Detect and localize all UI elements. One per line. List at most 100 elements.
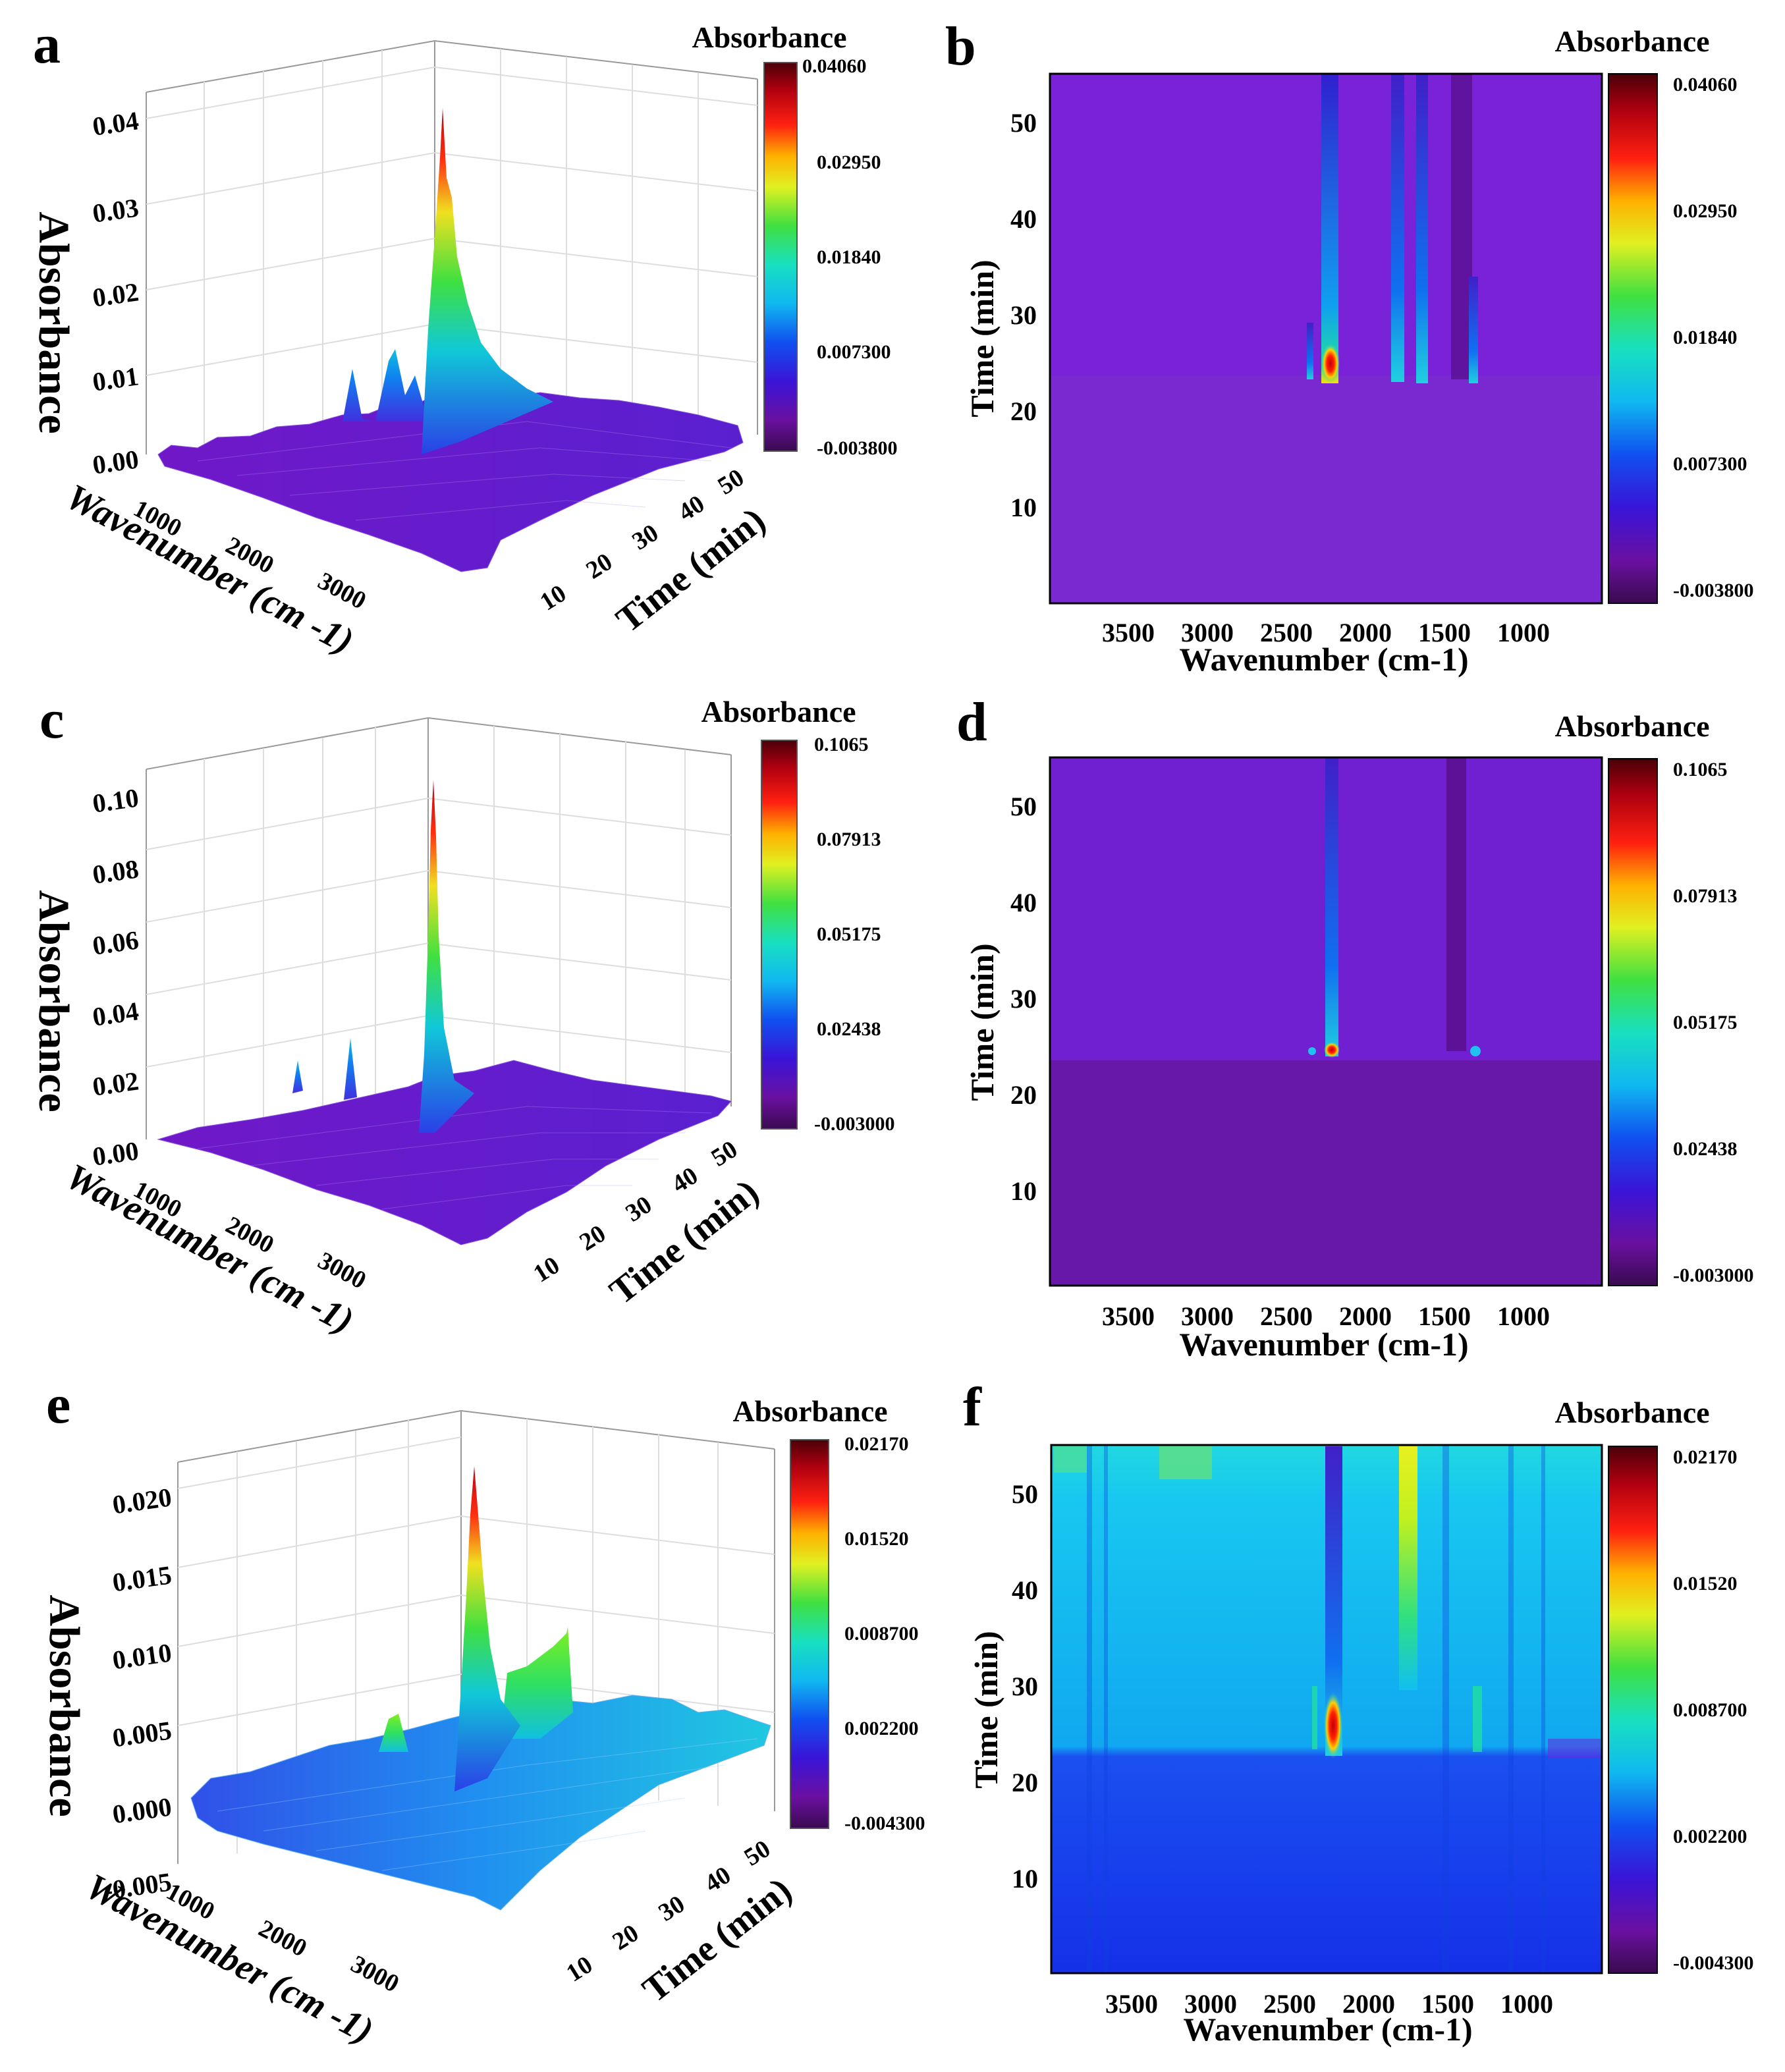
colorbar-ticks-c: 0.1065 0.07913 0.05175 0.02438 -0.003000 [814, 734, 895, 1135]
cbar-tick-f-4: -0.004300 [1673, 1952, 1754, 1974]
x-tick-d-2: 2500 [1260, 1301, 1313, 1331]
t-tick-a-3: 40 [674, 490, 709, 527]
cbar-tick-c-4: -0.003000 [814, 1113, 895, 1135]
peak-e-small [379, 1714, 408, 1752]
t-tick-c-0: 10 [529, 1251, 564, 1288]
y-tick-d-0: 10 [1010, 1176, 1037, 1206]
cbar-tick-d-3: 0.02438 [1673, 1138, 1738, 1160]
ylabel-f: Time (min) [968, 1631, 1004, 1788]
axes-box-c [146, 717, 732, 1139]
t-tick-a-1: 20 [582, 548, 617, 585]
y-tick-d-4: 50 [1010, 792, 1037, 821]
x-tick-d-0: 3500 [1102, 1301, 1155, 1331]
colorbar-title-d: Absorbance [1554, 709, 1709, 743]
frame-b [1049, 72, 1603, 605]
colorbar-title-e: Absorbance [732, 1394, 887, 1428]
x-tick-b-3: 2000 [1339, 618, 1392, 647]
cbar-tick-f-0: 0.02170 [1673, 1446, 1738, 1468]
cbar-tick-e-3: 0.002200 [844, 1718, 919, 1739]
cbar-tick-b-2: 0.01840 [1673, 327, 1738, 348]
x-tick-d-3: 2000 [1339, 1301, 1392, 1331]
stripe-f-1500 [1442, 1445, 1449, 1973]
region-d-lower [1050, 1060, 1602, 1286]
axes-box-a [146, 40, 758, 454]
peak-e-main [454, 1466, 520, 1791]
t-tick-e-2: 30 [654, 1890, 690, 1927]
cbar-tick-a-4: -0.003800 [817, 437, 898, 459]
y-tick-b-4: 50 [1010, 108, 1037, 138]
surface-a [157, 392, 744, 572]
band-f-1280 [1473, 1686, 1482, 1752]
band-b-1600 [1416, 74, 1428, 383]
x-tick-b-1: 3000 [1181, 618, 1234, 647]
spot-d-2340 [1308, 1047, 1316, 1055]
peak-c-small-1 [292, 1060, 303, 1093]
peak-c-main [419, 780, 474, 1133]
colorbar-title-f: Absorbance [1554, 1396, 1709, 1429]
cbar-tick-e-4: -0.004300 [844, 1813, 925, 1834]
colorbar-f [1608, 1446, 1658, 1974]
panel-label-b: b [945, 16, 976, 77]
band-b-1280 [1469, 277, 1478, 383]
y-tick-f-2: 30 [1012, 1672, 1038, 1701]
t-tick-e-0: 10 [562, 1951, 597, 1988]
frame-d [1049, 756, 1603, 1287]
y-tick-d-1: 20 [1010, 1080, 1037, 1110]
band-b-1430 [1451, 74, 1472, 379]
t-tick-e-4: 50 [740, 1835, 775, 1872]
y-tick-b-1: 20 [1010, 396, 1037, 426]
ylabel-c: Absorbance [30, 890, 78, 1112]
cbar-tick-d-2: 0.05175 [1673, 1012, 1738, 1033]
colorbar-c [761, 740, 798, 1130]
panel-label-c: c [40, 689, 64, 750]
colorbar-title-a: Absorbance [692, 20, 846, 54]
surface-a-mesh [197, 421, 732, 521]
y-tick-f-0: 10 [1012, 1864, 1038, 1894]
frame-f [1050, 1444, 1603, 1975]
cbar-tick-f-3: 0.002200 [1673, 1826, 1747, 1847]
z-tick-e-4: 0.015 [111, 1560, 173, 1597]
xlabel-e: Wavenumber (cm -1) [79, 1866, 380, 2052]
z-tick-e-3: 0.010 [111, 1637, 173, 1675]
x-tick-f-1: 3000 [1184, 1989, 1237, 2019]
cbar-tick-c-2: 0.05175 [817, 923, 881, 945]
peak-a-main [422, 108, 553, 454]
surface-c-mesh [197, 1106, 712, 1210]
colorbar-ticks-e: 0.02170 0.01520 0.008700 0.002200 -0.004… [844, 1433, 925, 1834]
z-ticks-c: 0.00 0.02 0.04 0.06 0.08 0.10 [91, 782, 141, 1171]
region-b-lower [1050, 375, 1602, 603]
peak-c-small-2 [344, 1038, 357, 1100]
t-tick-a-4: 50 [713, 464, 749, 501]
stripes-f [1087, 1445, 1545, 1973]
panel-label-a: a [33, 14, 61, 75]
x-tick-f-2: 2500 [1263, 1989, 1316, 2019]
cbar-tick-d-4: -0.003000 [1673, 1265, 1754, 1286]
t-tick-c-2: 30 [621, 1191, 657, 1228]
z-tick-e-1: 0.000 [111, 1791, 173, 1829]
t-tick-c-1: 20 [575, 1220, 611, 1257]
panel-a: a [30, 14, 898, 662]
cbar-tick-d-0: 0.1065 [1673, 759, 1728, 780]
ylabel-d: Time (min) [964, 943, 1001, 1101]
x-tick-f-5: 1000 [1500, 1989, 1553, 2019]
band-f-3900-top [1054, 1446, 1087, 1473]
stripe-f-900 [1541, 1445, 1545, 1973]
t-tick-e-1: 20 [608, 1919, 644, 1956]
z-tick-c-3: 0.06 [91, 925, 141, 960]
cbar-tick-b-1: 0.02950 [1673, 200, 1738, 222]
panel-label-d: d [956, 692, 987, 753]
colorbar-e [790, 1439, 829, 1829]
x-ticks-d: 3500 3000 2500 2000 1500 1000 [1102, 1301, 1550, 1331]
y-ticks-b: 10 20 30 40 50 [1010, 108, 1037, 522]
cbar-tick-e-0: 0.02170 [844, 1433, 909, 1455]
z-tick-a-2: 0.02 [91, 277, 141, 312]
panel-b: b 10 20 30 40 50 Time (min) 3500 3000 25… [945, 16, 1754, 678]
panel-d: d 10 20 30 40 50 Time (min) 3500 3000 25… [956, 692, 1754, 1363]
cbar-tick-a-3: 0.007300 [817, 341, 891, 363]
cbar-tick-c-3: 0.02438 [817, 1018, 881, 1040]
cbar-tick-a-1: 0.02950 [817, 151, 881, 173]
cbar-tick-d-1: 0.07913 [1673, 885, 1738, 907]
z-tick-a-0: 0.00 [91, 444, 141, 479]
colorbar-ticks-f: 0.02170 0.01520 0.008700 0.002200 -0.004… [1673, 1446, 1754, 1974]
